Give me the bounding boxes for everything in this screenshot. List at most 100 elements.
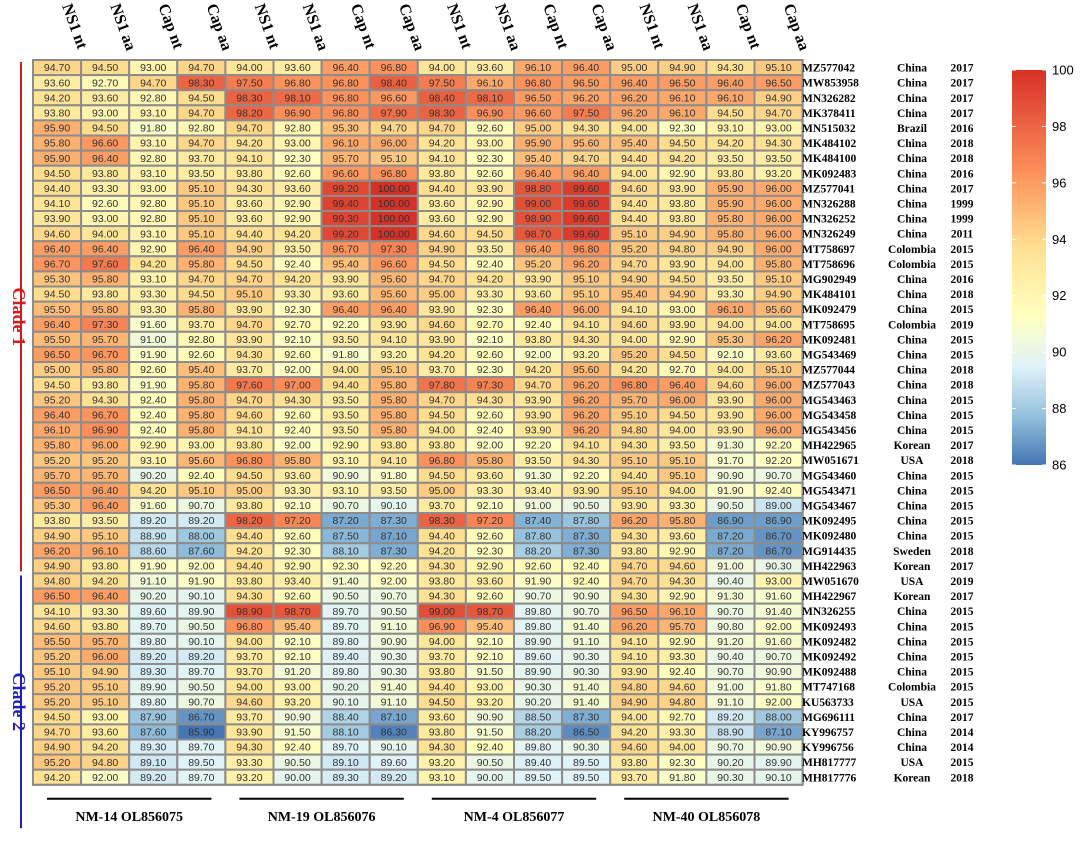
cell-value: 92.00: [188, 560, 214, 572]
cell-value: 95.60: [188, 455, 214, 467]
cell-value: 94.50: [92, 123, 118, 135]
cell-value: 93.90: [44, 213, 70, 225]
cell-value: 91.80: [381, 470, 407, 482]
cell-value: 94.30: [284, 394, 310, 406]
cell-value: 92.20: [333, 319, 359, 331]
row-country: Colombia: [888, 319, 936, 331]
cell-value: 96.40: [621, 77, 647, 89]
column-header: Cap aa: [587, 2, 620, 53]
cell-value: 93.90: [429, 334, 455, 346]
cell-value: 92.90: [669, 334, 695, 346]
cell-value: 89.20: [381, 772, 407, 784]
row-country: China: [897, 470, 927, 482]
cell-value: 96.60: [381, 92, 407, 104]
cell-value: 94.30: [236, 742, 262, 754]
cell-value: 93.20: [477, 696, 503, 708]
row-accession: MZ577041: [802, 183, 855, 195]
cell-value: 94.80: [669, 696, 695, 708]
cell-value: 95.70: [333, 153, 359, 165]
row-country: China: [897, 410, 927, 422]
clade-annotations: Clade 1 Clade 2: [9, 62, 29, 829]
cell-value: 97.50: [429, 77, 455, 89]
cell-value: 91.30: [717, 591, 743, 603]
cell-value: 91.00: [717, 560, 743, 572]
cell-value: 92.10: [717, 349, 743, 361]
row-accession: MG902949: [802, 274, 857, 286]
cell-value: 94.90: [621, 274, 647, 286]
cell-value: 92.10: [477, 651, 503, 663]
cell-value: 90.00: [477, 772, 503, 784]
cell-value: 95.80: [381, 425, 407, 437]
cell-value: 91.10: [381, 696, 407, 708]
cell-value: 98.20: [236, 515, 262, 527]
row-accession: MG543463: [802, 395, 857, 407]
cell-value: 89.90: [765, 757, 791, 769]
row-year: 2015: [951, 697, 974, 709]
cell-value: 91.00: [717, 681, 743, 693]
cell-value: 89.70: [188, 742, 214, 754]
cell-value: 92.00: [765, 696, 791, 708]
cell-value: 94.80: [44, 576, 70, 588]
cell-value: 94.20: [429, 138, 455, 150]
cell-value: 94.20: [429, 349, 455, 361]
row-year: 1999: [951, 214, 974, 226]
cell-value: 92.40: [477, 425, 503, 437]
cell-value: 94.40: [333, 379, 359, 391]
cell-value: 96.20: [573, 394, 599, 406]
cell-value: 93.80: [236, 500, 262, 512]
row-year: 2019: [951, 576, 974, 588]
cell-value: 95.80: [669, 515, 695, 527]
row-year: 2015: [951, 425, 974, 437]
row-year: 2015: [951, 410, 974, 422]
cell-value: 93.70: [236, 651, 262, 663]
row-accession: MN326252: [802, 214, 856, 226]
cell-value: 94.70: [621, 258, 647, 270]
cell-value: 93.80: [621, 545, 647, 557]
row-year: 1999: [951, 198, 974, 210]
cell-value: 96.80: [333, 77, 359, 89]
row-year: 2015: [951, 259, 974, 271]
row-year: 2015: [951, 531, 974, 543]
cell-value: 93.10: [333, 455, 359, 467]
cell-value: 90.40: [717, 576, 743, 588]
cell-value: 94.50: [44, 168, 70, 180]
cell-value: 95.20: [621, 349, 647, 361]
cell-value: 93.70: [621, 772, 647, 784]
cell-value: 93.20: [573, 349, 599, 361]
cell-value: 92.90: [669, 545, 695, 557]
cell-value: 90.70: [188, 500, 214, 512]
cell-value: 92.70: [669, 711, 695, 723]
cell-value: 93.10: [140, 274, 166, 286]
cell-value: 91.10: [140, 576, 166, 588]
cell-value: 93.00: [284, 681, 310, 693]
row-accession: MH817777: [802, 757, 857, 769]
row-accession: MG543471: [802, 485, 857, 497]
cell-value: 93.00: [477, 138, 503, 150]
row-year: 2015: [951, 244, 974, 256]
cell-value: 95.10: [621, 485, 647, 497]
row-year: 2015: [951, 516, 974, 528]
cell-value: 96.50: [44, 349, 70, 361]
cell-value: 90.50: [573, 500, 599, 512]
cell-value: 95.60: [381, 274, 407, 286]
row-country: Korean: [894, 591, 931, 603]
cell-value: 89.90: [188, 606, 214, 618]
row-accession: MK092493: [802, 621, 857, 633]
cell-value: 95.80: [477, 455, 503, 467]
cell-value: 93.30: [140, 304, 166, 316]
column-headers: NS1 nt NS1 aa Cap nt Cap aa NS1 nt NS1 aa Cap …: [58, 2, 812, 53]
cell-value: 93.80: [429, 727, 455, 739]
cell-value: 94.90: [669, 289, 695, 301]
cell-value: 92.90: [284, 198, 310, 210]
cell-value: 94.90: [669, 228, 695, 240]
cell-value: 97.80: [429, 379, 455, 391]
cell-value: 86.70: [765, 530, 791, 542]
cell-value: 95.80: [381, 409, 407, 421]
cell-value: 96.20: [621, 515, 647, 527]
cell-value: 93.80: [92, 379, 118, 391]
cell-value: 93.70: [236, 711, 262, 723]
row-country: China: [897, 334, 927, 346]
cell-value: 94.80: [621, 681, 647, 693]
cell-value: 94.70: [621, 576, 647, 588]
cell-value: 94.50: [429, 409, 455, 421]
